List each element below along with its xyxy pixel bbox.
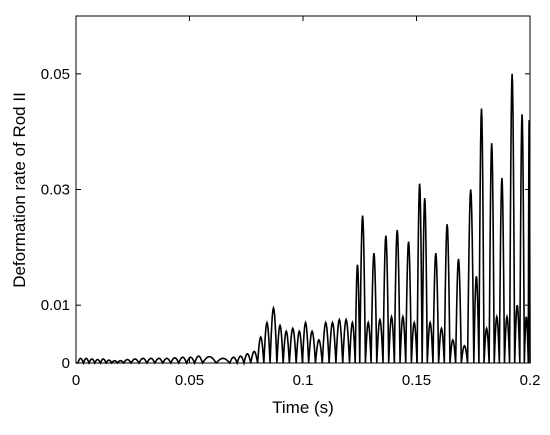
- x-tick-label: 0.2: [520, 372, 541, 389]
- x-ticks: 0 0.05 0.1 0.15 0.2: [72, 16, 541, 389]
- y-ticks: 0 0.01 0.03 0.05: [41, 66, 530, 372]
- plot-area-frame: [75, 15, 531, 364]
- x-axis-label: Time (s): [272, 398, 334, 417]
- y-axis-label: Deformation rate of Rod II: [10, 92, 29, 288]
- y-tick-label: 0.05: [41, 66, 70, 83]
- x-tick-label: 0.05: [175, 372, 204, 389]
- y-tick-label: 0: [62, 355, 70, 372]
- x-tick-label: 0.1: [293, 372, 314, 389]
- x-tick-label: 0: [72, 372, 80, 389]
- y-tick-label: 0.03: [41, 182, 70, 199]
- y-tick-label: 0.01: [41, 297, 70, 314]
- series-line: [76, 73, 531, 366]
- x-tick-label: 0.15: [402, 372, 431, 389]
